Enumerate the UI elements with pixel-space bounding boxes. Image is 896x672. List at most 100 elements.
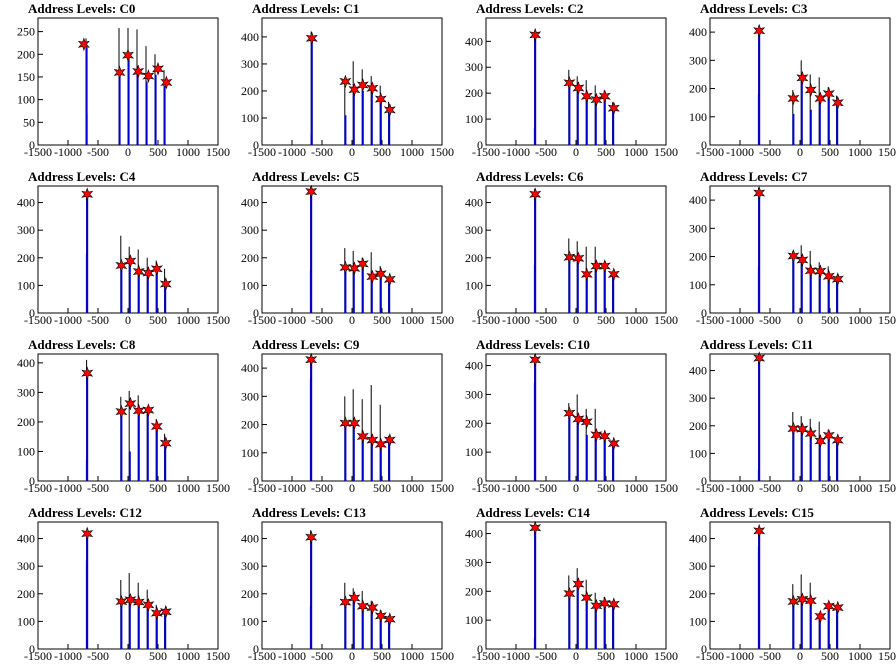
peak-marker: [580, 590, 593, 605]
x-tick-label: -1500: [696, 481, 724, 495]
x-tick-label: 1000: [848, 649, 872, 663]
x-tick-label: 500: [149, 649, 167, 663]
y-tick-label: 100: [17, 278, 35, 292]
peak-marker: [348, 416, 361, 431]
peak-marker: [356, 429, 369, 444]
y-tick-label: 0: [29, 642, 35, 656]
x-tick-label: 500: [373, 145, 391, 159]
x-tick-label: 1500: [878, 313, 896, 327]
x-tick-label: -1500: [696, 313, 724, 327]
chart-panel-3: Address Levels: C3 0 100 200 300 400 -1500 -100…: [672, 0, 896, 168]
chart-title: Address Levels: C12: [28, 505, 142, 520]
plot-frame: [261, 185, 443, 314]
peak-marker: [339, 416, 352, 431]
x-tick-label: -1000: [726, 145, 754, 159]
x-tick-label: 1000: [848, 481, 872, 495]
y-tick-label: 400: [465, 527, 483, 541]
y-tick-label: 200: [689, 250, 707, 264]
chart-svg: Address Levels: C5 0 100 200 300 400 -1500 -100…: [241, 169, 454, 327]
peak-marker: [590, 427, 603, 442]
y-tick-label: 200: [689, 587, 707, 601]
x-tick-label: -1000: [502, 145, 530, 159]
chart-svg: Address Levels: C10 0 100 200 300 400 -1500 -10…: [465, 337, 678, 495]
x-tick-label: 1000: [176, 481, 200, 495]
peak-marker: [572, 251, 585, 266]
x-tick-label: 1000: [176, 649, 200, 663]
peak-marker: [822, 599, 835, 614]
y-tick-label: 200: [465, 416, 483, 430]
x-tick-label: 1000: [176, 145, 200, 159]
y-tick-label: 100: [17, 93, 35, 107]
x-tick-label: 1500: [430, 145, 454, 159]
x-tick-label: 0: [797, 145, 803, 159]
peak-marker: [366, 433, 379, 447]
plot-frame: [709, 353, 891, 482]
peak-marker: [383, 102, 396, 117]
peak-marker: [563, 75, 576, 90]
peak-marker: [572, 81, 585, 95]
chart-title: Address Levels: C1: [252, 1, 359, 16]
x-tick-label: 1500: [878, 145, 896, 159]
x-tick-label: 0: [797, 313, 803, 327]
y-tick-label: 300: [689, 53, 707, 67]
x-tick-label: 1000: [400, 313, 424, 327]
y-tick-label: 300: [241, 389, 259, 403]
plot-frame: [261, 521, 443, 650]
y-tick-label: 150: [17, 70, 35, 84]
peak-marker: [822, 269, 835, 284]
y-tick-label: 300: [465, 223, 483, 237]
peak-marker: [607, 267, 620, 282]
chart-title: Address Levels: C5: [252, 169, 360, 184]
peak-marker: [124, 254, 137, 269]
peak-marker: [529, 352, 542, 367]
peak-marker: [81, 366, 94, 381]
y-tick-label: 400: [689, 193, 707, 207]
y-tick-label: 400: [689, 25, 707, 39]
x-tick-label: 500: [149, 145, 167, 159]
y-tick-label: 300: [465, 555, 483, 569]
x-tick-label: -500: [535, 649, 557, 663]
chart-panel-6: Address Levels: C6 0 100 200 300 400 -1500 -100…: [448, 168, 678, 336]
peak-marker: [563, 586, 576, 601]
peak-marker: [787, 421, 800, 436]
peak-marker: [822, 428, 835, 443]
x-tick-label: -1000: [502, 313, 530, 327]
x-tick-label: 1500: [878, 481, 896, 495]
y-tick-label: 200: [17, 587, 35, 601]
peak-marker: [348, 82, 361, 97]
x-tick-label: 0: [573, 145, 579, 159]
plot-frame: [37, 353, 219, 482]
x-tick-label: -1000: [278, 145, 306, 159]
y-tick-label: 300: [689, 559, 707, 573]
x-tick-label: -500: [311, 481, 333, 495]
peak-marker: [159, 436, 172, 451]
x-tick-label: -500: [759, 313, 781, 327]
x-tick-label: -1000: [502, 649, 530, 663]
x-tick-label: 1500: [654, 313, 678, 327]
y-tick-label: 400: [465, 359, 483, 373]
peak-marker: [348, 591, 361, 605]
x-tick-label: 500: [821, 145, 839, 159]
peak-marker: [580, 89, 593, 104]
x-tick-label: -500: [759, 481, 781, 495]
chart-title: Address Levels: C14: [476, 505, 590, 520]
y-tick-label: 100: [465, 613, 483, 627]
peak-marker: [572, 577, 585, 591]
x-tick-label: 1500: [430, 313, 454, 327]
y-tick-label: 0: [477, 306, 483, 320]
y-tick-label: 0: [477, 642, 483, 656]
x-tick-label: -1000: [54, 313, 82, 327]
x-tick-label: -1000: [502, 481, 530, 495]
x-tick-label: 500: [597, 313, 615, 327]
peak-marker: [81, 187, 94, 202]
peak-marker: [607, 436, 620, 451]
y-tick-label: 300: [689, 221, 707, 235]
peak-marker: [366, 81, 379, 96]
x-tick-label: -1500: [696, 649, 724, 663]
y-tick-label: 100: [465, 112, 483, 126]
chart-panel-0: Address Levels: C0 0 50 100 150 200 250 -1500 -1…: [0, 0, 230, 168]
x-tick-label: 500: [597, 145, 615, 159]
chart-panel-15: Address Levels: C15 0 100 200 300 400 -1500 -10…: [672, 504, 896, 672]
plot-frame: [261, 17, 443, 146]
x-tick-label: 500: [821, 649, 839, 663]
